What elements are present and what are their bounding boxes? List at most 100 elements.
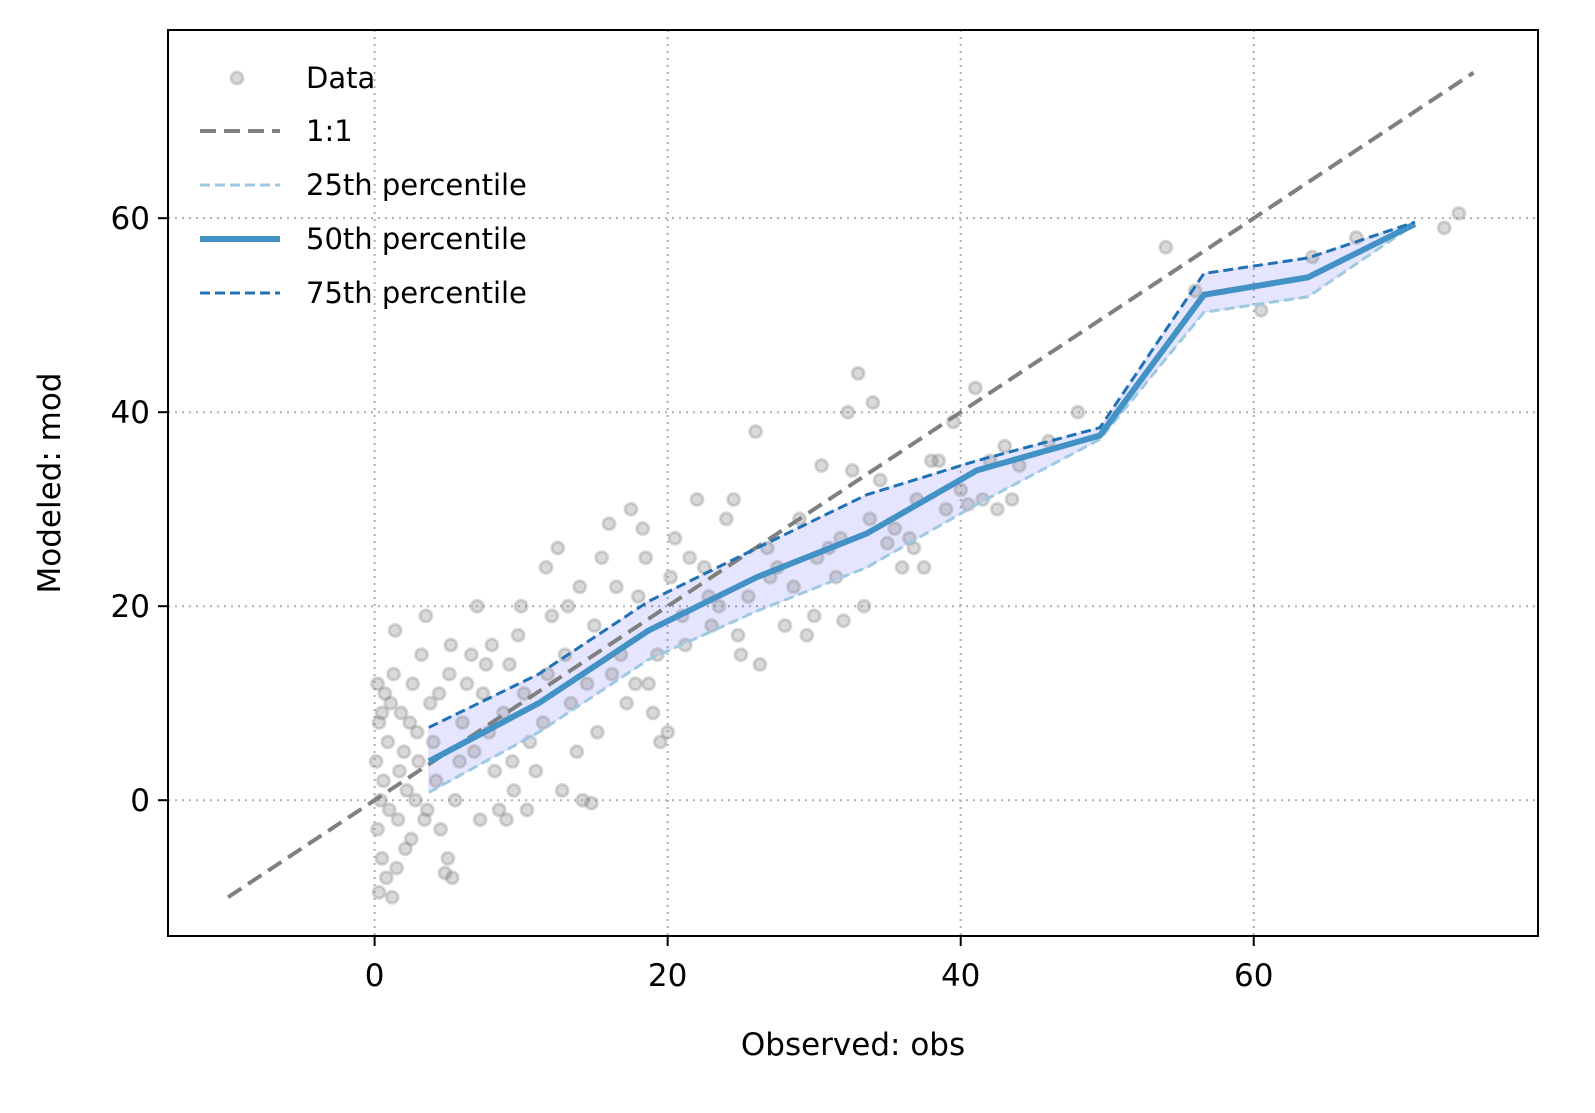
y-tick-label: 0 [130,783,150,819]
data-point [813,458,829,474]
y-tick-label: 40 [111,395,150,431]
x-tick-label: 40 [941,958,980,994]
data-point [403,831,419,847]
data-point [396,744,412,760]
legend-label: 1:1 [306,114,353,148]
data-point [437,865,453,881]
data-point [440,850,456,866]
legend-label: 50th percentile [306,222,527,256]
data-point [386,666,402,682]
data-point [441,666,457,682]
data-point [887,521,903,537]
data-point [748,424,764,440]
data-point [752,656,768,672]
data-point [1158,239,1174,255]
p50-line [427,221,1417,765]
p75-line [428,220,1416,729]
legend-label: Data [306,61,375,95]
data-point [840,404,856,420]
data-point [377,685,393,701]
x-tick-label: 20 [648,958,687,994]
legend-label: 75th percentile [306,276,527,310]
data-point [506,782,522,798]
data-point [730,627,746,643]
data-point [368,753,384,769]
y-axis-label: Modeled: mod [32,373,68,594]
data-point [953,482,969,498]
p25-line [428,222,1416,794]
data-point [374,850,390,866]
data-point [487,763,503,779]
data-point [931,453,947,469]
data-point [390,812,406,828]
data-point [865,394,881,410]
data-point [638,550,654,566]
data-point [879,535,895,551]
data-point [452,753,468,769]
data-point [938,501,954,517]
data-point [1004,491,1020,507]
data-point [630,588,646,604]
data-point [660,724,676,740]
data-point [387,622,403,638]
legend-label: 25th percentile [306,168,527,202]
data-point [704,618,720,634]
data-point [371,884,387,900]
data-point [856,598,872,614]
data-point [504,753,520,769]
data-point [563,695,579,711]
data-point [418,608,434,624]
data-point [513,598,529,614]
x-axis-label: Observed: obs [741,1027,965,1063]
data-point [466,744,482,760]
data-point [601,516,617,532]
data-point [733,647,749,663]
data-point [378,870,394,886]
data-point [419,802,435,818]
data-point [416,812,432,828]
data-point [589,724,605,740]
data-point [444,870,460,886]
data-point [623,501,639,517]
data-point [516,685,532,701]
data-point [689,491,705,507]
data-point [604,666,620,682]
plot-frame [167,29,1539,937]
data-point [569,744,585,760]
data-point [469,598,485,614]
data-point [392,763,408,779]
data-point [872,472,888,488]
data-point [393,705,409,721]
data-point [405,676,421,692]
data-point [641,676,657,692]
data-point [498,812,514,828]
data-point [1070,404,1086,420]
data-point [389,860,405,876]
data-point [594,550,610,566]
data-point [711,598,727,614]
data-point [682,550,698,566]
data-point [374,705,390,721]
x-tick-label: 60 [1234,958,1273,994]
data-point [375,773,391,789]
data-point [560,598,576,614]
data-point [1451,205,1467,221]
x-tick-label: 0 [365,958,385,994]
data-point [550,540,566,556]
data-point [572,579,588,595]
data-point [862,511,878,527]
legend: Data 1:1 25th percentile 50th percentile 75t… [200,61,527,310]
data-point [916,559,932,575]
data-point [960,496,976,512]
data-point [519,802,535,818]
data-point [455,715,471,731]
grid [168,30,1538,936]
data-point [402,715,418,731]
data-point [384,889,400,905]
data-point [619,695,635,711]
data-point [472,812,488,828]
data-point [923,453,939,469]
data-point [799,627,815,643]
data-point [667,530,683,546]
